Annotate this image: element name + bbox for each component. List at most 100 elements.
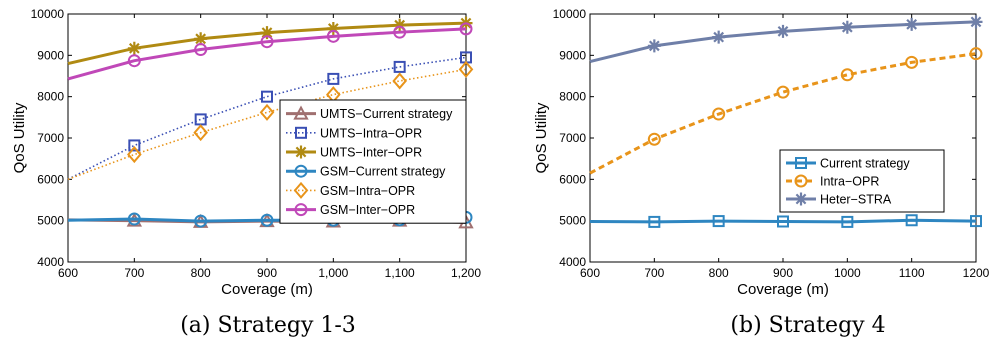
x-tick-label: 900 [773,266,793,280]
x-tick-label: 600 [58,266,78,280]
series-gsm-intra-opr [67,60,474,181]
data-point [458,60,474,78]
legend-label: UMTS−Current strategy [320,107,453,121]
chart-panel-a: 600 700 800 900 1,000 1,100 1,200 4000 5000 6000 7… [11,7,481,338]
legend-swatch-marker [294,164,308,178]
legend-swatch-marker [794,192,808,206]
x-tick-label: 1000 [834,266,861,280]
data-point [393,25,407,39]
data-point [969,15,983,29]
data-point [905,214,918,227]
data-point [776,24,790,38]
series-line [589,52,977,175]
legend-label: UMTS−Intra−OPR [320,126,422,140]
chart-panel-b: 600 700 800 900 1000 1100 1200 4000 5000 6000 7000… [533,7,990,338]
figure-caption: (a) Strategy 1-3 [180,313,356,338]
legend-label: GSM−Intra−OPR [320,184,415,198]
data-point [712,215,725,228]
data-point [969,47,983,61]
data-point [840,68,854,82]
legend-swatch-marker [295,126,307,139]
data-point [127,212,141,226]
data-point [393,18,407,32]
legend-entry: UMTS−Inter−OPR [286,145,422,160]
legend-entry: Heter−STRA [786,192,892,207]
x-tick-label: 1,100 [385,266,415,280]
series-gsm-inter-opr [67,22,473,81]
y-tick-label: 7000 [37,131,64,145]
x-tick-label: 1100 [899,266,925,280]
x-tick-label: 600 [580,266,600,280]
legend-label: UMTS−Inter−OPR [320,146,422,160]
data-point [127,41,141,55]
y-tick-label: 9000 [37,48,64,62]
data-point [194,214,208,228]
legend-label: Heter−STRA [820,193,892,207]
x-axis-label: Coverage (m) [221,281,313,298]
data-point [840,20,854,34]
legend-entry: UMTS−Current strategy [286,105,453,121]
legend-entry: GSM−Current strategy [286,164,446,179]
legend-label: GSM−Inter−OPR [320,203,415,217]
data-point [970,215,982,228]
data-point [194,32,208,46]
data-point [776,85,790,99]
legend: UMTS−Current strategy UMTS−Intra−OPR UMTS−… [279,99,467,224]
data-point [127,145,142,164]
data-point [393,60,406,73]
data-point [905,55,919,69]
data-point [647,39,661,53]
series-intra-opr [589,47,983,175]
data-point [392,72,407,90]
x-tick-label: 700 [644,266,664,280]
series-umts-intra-opr [67,51,472,181]
y-tick-label: 10000 [31,7,65,21]
data-point [193,124,208,142]
legend-entry: Current strategy [786,157,910,171]
legend-entry: GSM−Intra−OPR [286,181,415,199]
x-tick-label: 800 [709,266,729,280]
legend-swatch-marker [294,203,308,217]
data-point [194,43,208,57]
data-point [326,21,340,35]
data-point [260,213,274,227]
data-point [841,215,854,228]
y-tick-label: 4000 [37,255,64,269]
legend-box [279,99,467,224]
legend-swatch-marker [294,145,308,159]
y-tick-label: 6000 [559,172,586,186]
y-tick-label: 9000 [559,48,586,62]
legend-swatch-marker [794,174,808,188]
data-point [260,35,274,49]
legend-label: Current strategy [820,157,910,171]
series-line [589,218,977,224]
data-point [905,17,919,31]
legend-entry: Intra−OPR [786,174,879,189]
data-point [648,215,661,228]
data-point [712,30,726,44]
data-point [326,29,340,43]
x-tick-label: 1,200 [451,266,481,280]
data-point [459,22,473,36]
series-heter-stra [589,15,983,63]
y-tick-label: 6000 [37,172,64,186]
data-point [261,90,273,103]
series-line [67,27,467,81]
y-tick-label: 10000 [553,7,587,21]
data-point [127,54,141,68]
plot-area [589,13,977,263]
figure-caption: (b) Strategy 4 [730,313,885,338]
x-tick-label: 1200 [963,266,990,280]
y-axis-label: QoS Utility [11,102,28,173]
x-axis-label: Coverage (m) [737,281,829,298]
legend-swatch-marker [293,181,309,199]
x-tick-label: 700 [124,266,144,280]
series-current-strategy [589,214,982,228]
y-tick-label: 8000 [559,90,586,104]
legend-entry: GSM−Inter−OPR [286,203,415,217]
data-point [647,132,661,146]
legend: Current strategy Intra−OPR Heter−STRA [779,149,945,213]
y-tick-label: 7000 [559,131,586,145]
legend-swatch-marker [293,105,309,120]
